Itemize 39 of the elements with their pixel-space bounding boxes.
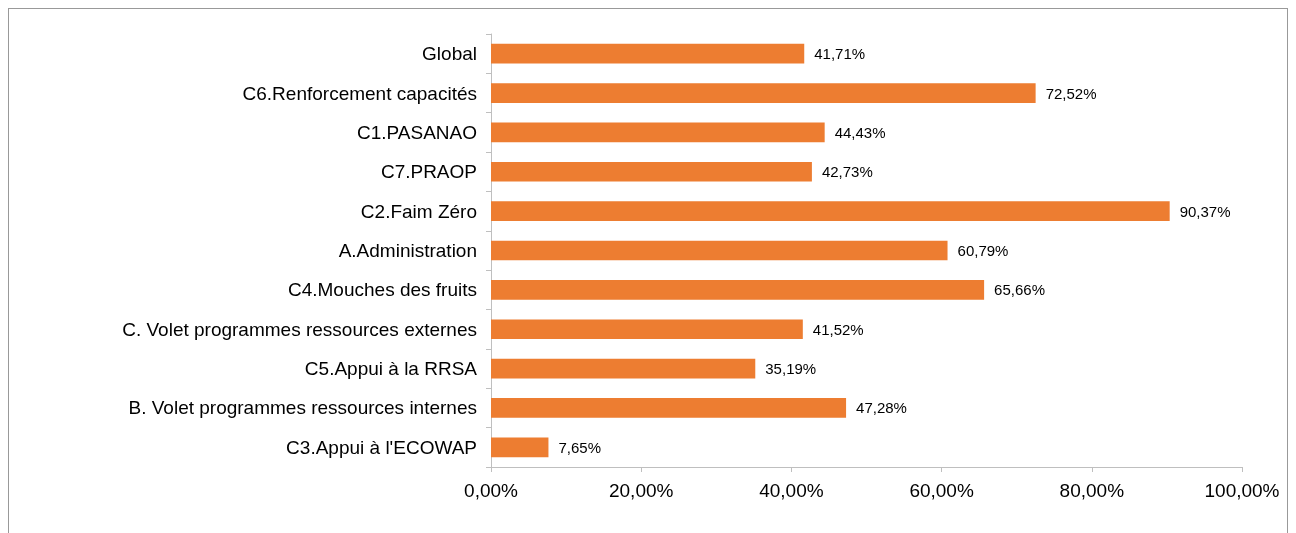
- y-tick-label: Global: [422, 43, 477, 65]
- y-tick-label: C7.PRAOP: [380, 161, 477, 183]
- bar: [491, 319, 803, 340]
- bar: [491, 398, 847, 418]
- x-tick-label: 60,00%: [909, 480, 974, 501]
- bar: [491, 122, 825, 143]
- x-tick-label: 40,00%: [759, 480, 824, 501]
- bar: [491, 43, 805, 64]
- data-label: 47,28%: [856, 399, 907, 417]
- y-tick-label: C5.Appui à la RRSA: [304, 358, 478, 380]
- data-label: 90,37%: [1179, 202, 1231, 220]
- bar: [491, 280, 985, 300]
- y-tick-label: C6.Renforcement capacités: [242, 82, 477, 104]
- data-label: 44,43%: [834, 123, 886, 141]
- y-tick-label: C4.Mouches des fruits: [287, 279, 477, 301]
- data-label: 60,79%: [957, 242, 1009, 259]
- y-tick-label: C1.PASANAO: [356, 121, 477, 143]
- x-tick-label: 0,00%: [464, 480, 519, 501]
- bar: [491, 201, 1170, 221]
- bar: [491, 161, 812, 182]
- bar: [491, 83, 1036, 103]
- y-tick-label: B. Volet programmes ressources internes: [128, 397, 477, 419]
- bar: [491, 437, 549, 458]
- x-tick-label: 20,00%: [608, 480, 674, 501]
- y-tick-label: A.Administration: [338, 240, 477, 261]
- bar: [491, 240, 948, 261]
- data-label: 41,52%: [812, 320, 864, 338]
- data-label: 42,73%: [821, 163, 873, 181]
- x-tick-label: 100,00%: [1204, 480, 1280, 501]
- bar: [491, 358, 756, 379]
- y-tick-label: C2.Faim Zéro: [360, 200, 477, 222]
- data-label: 35,19%: [765, 360, 817, 378]
- y-tick-label: C. Volet programmes ressources externes: [122, 318, 477, 340]
- x-tick-label: 80,00%: [1059, 480, 1125, 501]
- data-label: 72,52%: [1045, 84, 1097, 102]
- data-label: 65,66%: [994, 281, 1045, 299]
- y-tick-label: C3.Appui à l'ECOWAP: [286, 436, 477, 458]
- data-label: 41,71%: [814, 45, 866, 63]
- data-label: 7,65%: [558, 438, 601, 456]
